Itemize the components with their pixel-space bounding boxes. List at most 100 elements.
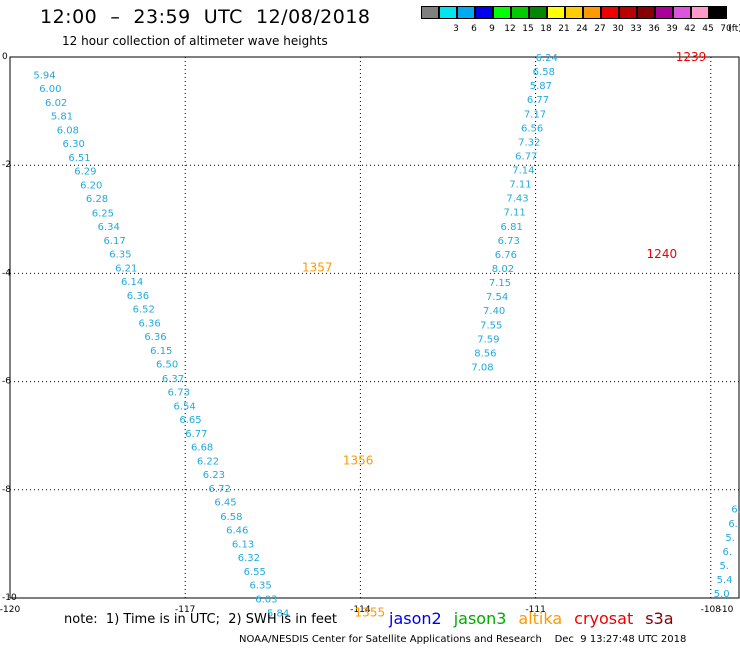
- wave-height-label: 6.23: [203, 470, 225, 481]
- wave-height-label: 6.36: [144, 332, 166, 343]
- wave-height-label: 6.72: [209, 484, 231, 495]
- wave-height-label: 6.50: [156, 360, 178, 371]
- satellite-jason3: jason3: [453, 609, 507, 628]
- wave-height-label: 5.0: [714, 589, 730, 600]
- legend-label: 45: [702, 24, 714, 34]
- page-subtitle: 12 hour collection of altimeter wave hei…: [62, 34, 328, 48]
- legend-label: 3: [453, 24, 459, 34]
- legend-swatch: [511, 6, 529, 19]
- wave-height-label: 6.34: [98, 222, 120, 233]
- wave-height-label: 7.59: [477, 334, 499, 345]
- wave-height-label: 6.15: [150, 346, 172, 357]
- wave-height-label: 7.55: [480, 320, 502, 331]
- legend-swatch: [619, 6, 637, 19]
- legend-swatch: [457, 6, 475, 19]
- y-tick-label: -6: [2, 377, 11, 387]
- wave-height-label: 7.32: [518, 137, 540, 148]
- wave-height-label: 6.28: [86, 194, 108, 205]
- x-tick-label: -117: [175, 605, 195, 615]
- legend-swatch: [475, 6, 493, 19]
- wave-height-label: 6.56: [521, 123, 543, 134]
- legend-swatch: [529, 6, 547, 19]
- x-tick-label: -111: [525, 605, 545, 615]
- wave-height-label: 5.81: [51, 111, 73, 122]
- wave-height-label: 6.32: [238, 553, 260, 564]
- wave-height-label: 6.20: [80, 181, 102, 192]
- wave-height-label: 6.29: [74, 167, 96, 178]
- legend-swatch: [583, 6, 601, 19]
- wave-height-label: 6.03: [255, 595, 277, 606]
- legend-swatch: [565, 6, 583, 19]
- wave-height-label: 6.51: [68, 153, 90, 164]
- wave-height-label: 6.54: [174, 401, 196, 412]
- legend-label: 39: [666, 24, 678, 34]
- wave-height-label: 6.45: [214, 498, 236, 509]
- wave-height-label: 7.43: [506, 194, 528, 205]
- legend-swatch: [421, 6, 439, 19]
- legend-label: 21: [558, 24, 570, 34]
- legend-label: 33: [630, 24, 642, 34]
- legend-swatch: [439, 6, 457, 19]
- legend-swatch: [547, 6, 565, 19]
- y-tick-label: 0: [2, 52, 8, 62]
- wave-height-label: 6.37: [162, 374, 184, 385]
- wave-height-label: 7.14: [512, 166, 534, 177]
- footer-credit: NOAA/NESDIS Center for Satellite Applica…: [239, 634, 687, 645]
- wave-height-label: 6.77: [185, 429, 207, 440]
- wave-height-label: 5.84: [267, 609, 289, 620]
- x-tick-label: -108: [701, 605, 722, 615]
- satellite-altika: altika: [518, 609, 563, 628]
- wave-height-label: 5.: [725, 533, 735, 544]
- legend-swatch: [637, 6, 655, 19]
- legend-label: 18: [540, 24, 552, 34]
- wave-height-label: 6.68: [191, 443, 213, 454]
- wave-height-label: 6.77: [515, 151, 537, 162]
- legend-swatch: [673, 6, 691, 19]
- legend-swatch: [709, 6, 727, 19]
- wave-height-label: 5.87: [530, 81, 552, 92]
- legend-swatch: [601, 6, 619, 19]
- wave-height-label: 6.52: [133, 305, 155, 316]
- legend-swatch: [493, 6, 511, 19]
- wave-height-label: 7.11: [509, 180, 531, 191]
- wave-height-label: 6.46: [226, 525, 248, 536]
- map-frame: [9, 56, 740, 599]
- wave-height-label: 5.4: [717, 575, 733, 586]
- legend-label: 70: [720, 24, 732, 34]
- wave-height-label: 6.73: [498, 236, 520, 247]
- wave-height-label: 6.77: [527, 95, 549, 106]
- wave-height-label: 6.76: [495, 250, 517, 261]
- legend-label: 12: [504, 24, 516, 34]
- pass-time-label: 1239: [676, 50, 707, 64]
- wave-height-label: 6.65: [179, 415, 201, 426]
- wave-height-label: 6.00: [39, 84, 61, 95]
- wave-height-label: 6.21: [115, 263, 137, 274]
- wave-height-label: 6.36: [138, 319, 160, 330]
- wave-height-label: 6.35: [109, 249, 131, 260]
- legend-label: 27: [594, 24, 606, 34]
- wave-height-label: 6.24: [536, 53, 558, 64]
- wave-height-label: 6.: [731, 505, 740, 516]
- satellite-jason2: jason2: [389, 609, 442, 628]
- wave-height-label: 6.30: [63, 139, 85, 150]
- legend-label: 9: [489, 24, 495, 34]
- wave-height-label: 6.: [728, 519, 738, 530]
- legend-label: 24: [576, 24, 588, 34]
- y-tick-label: -10: [2, 593, 17, 603]
- wave-height-label: 6.81: [501, 222, 523, 233]
- y-tick-label: -8: [2, 485, 11, 495]
- wave-height-label: 6.08: [57, 125, 79, 136]
- wave-height-label: 6.14: [121, 277, 143, 288]
- wave-height-label: 7.17: [524, 109, 546, 120]
- wave-height-label: 6.36: [127, 291, 149, 302]
- wave-height-label: 6.58: [220, 512, 242, 523]
- legend-label: 36: [648, 24, 660, 34]
- wave-height-label: 6.55: [244, 567, 266, 578]
- wave-height-label: 6.35: [249, 580, 271, 591]
- wave-height-label: 8.02: [492, 264, 514, 275]
- x-tick-label: -10: [719, 605, 734, 615]
- wave-height-label: 6.73: [168, 387, 190, 398]
- wave-height-label: 7.54: [486, 292, 508, 303]
- wave-height-label: 7.11: [503, 208, 525, 219]
